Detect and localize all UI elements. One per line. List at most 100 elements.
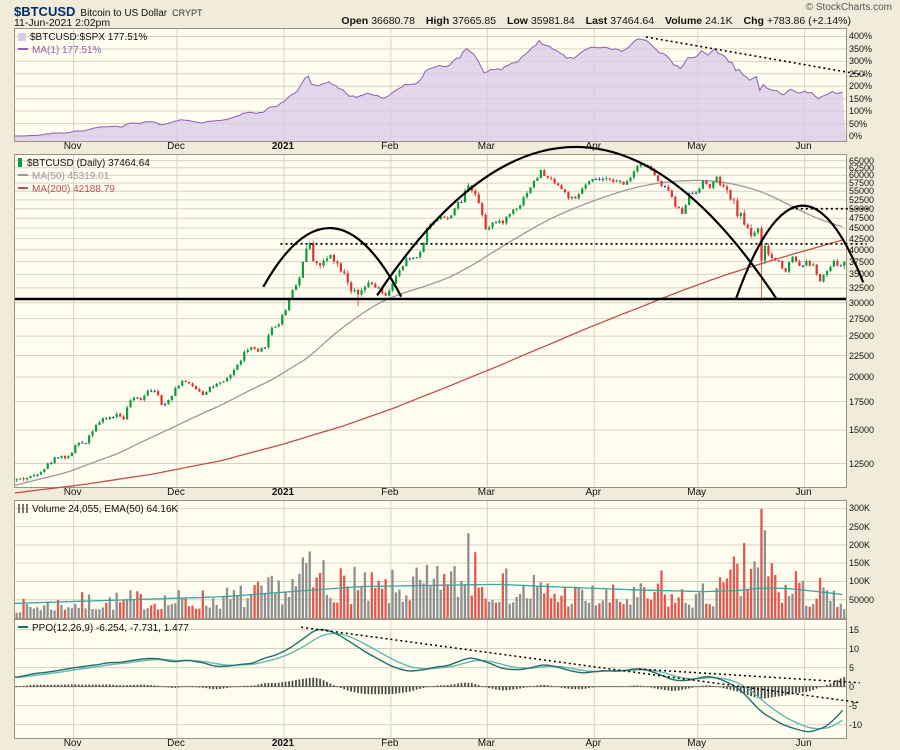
- y-axis-tick-label: 65000: [849, 155, 875, 166]
- y-axis-tick-label: 250%: [849, 68, 873, 79]
- ratio-legend-series: $BTCUSD:$SPX 177.51%: [30, 32, 148, 43]
- ppo-histogram-layer: [15, 677, 846, 699]
- y-axis-tick-label: 60000: [849, 170, 875, 181]
- x-axis-month-label: Feb: [381, 738, 399, 749]
- dome-arc: [262, 227, 403, 298]
- x-axis-month-label: Jun: [795, 487, 812, 498]
- x-axis-month-label: Nov: [63, 738, 82, 749]
- y-axis-tick-label: 50000: [849, 594, 875, 605]
- x-axis-month-label: Apr: [585, 487, 602, 498]
- chart-datetime: 11-Jun-2021 2:02pm: [14, 17, 111, 29]
- ppo-panel: [14, 619, 860, 739]
- area-swatch-icon: [18, 33, 26, 41]
- candlestick-icon: [18, 158, 22, 167]
- ppo-trendline: [301, 626, 860, 704]
- x-axis-month-label: Nov: [63, 487, 82, 498]
- y-axis-tick-label: 35000: [849, 269, 875, 280]
- ppo-line: [14, 628, 844, 733]
- symbol: $BTCUSD: [14, 4, 76, 19]
- volume-legend: Volume 24,055, EMA(50) 64.16K: [18, 503, 178, 516]
- x-axis-month-label: Feb: [381, 487, 399, 498]
- x-axis-month-label: May: [687, 141, 707, 152]
- y-axis-tick-label: 300K: [849, 503, 871, 514]
- y-axis-tick-label: 5: [849, 662, 855, 673]
- volume-panel: [14, 500, 847, 619]
- ppo-chart-canvas: [14, 620, 860, 738]
- copyright-link[interactable]: © StockCharts.com: [805, 2, 892, 13]
- y-axis-tick-label: 42500: [849, 233, 875, 244]
- chart-header: $BTCUSD Bitcoin to US Dollar CRYPT: [14, 3, 202, 21]
- y-axis-tick-label: 0: [849, 681, 855, 692]
- annotations-layer: [15, 146, 871, 301]
- quote-low-value: 35981.84: [530, 15, 575, 27]
- y-axis-tick-label: 50000: [849, 203, 875, 214]
- quote-high-value: 37665.85: [452, 15, 497, 27]
- ma1-line-icon: [18, 48, 28, 50]
- x-axis-month-label: Apr: [585, 738, 602, 749]
- quote-last-value: 37464.64: [610, 15, 655, 27]
- x-axis-month-label: Dec: [167, 738, 185, 749]
- dome-arc: [376, 146, 778, 301]
- quote-volume-label: Volume: [664, 15, 703, 27]
- quote-chg-value: +783.86 (+2.14%): [766, 15, 851, 27]
- y-axis-tick-label: 15: [849, 624, 860, 635]
- x-axis-month-label: Apr: [585, 141, 602, 152]
- x-axis-month-label: 2021: [271, 487, 295, 498]
- x-axis-month-label: Mar: [477, 141, 496, 152]
- volume-bars-icon: [18, 504, 28, 513]
- ppo-line-icon: [18, 626, 28, 628]
- ppo-legend: PPO(12,26,9) -6.254, -7.731, 1.477: [18, 622, 189, 635]
- price-legend: $BTCUSD (Daily) 37464.64 MA(50) 45319.01…: [18, 157, 150, 196]
- y-axis-tick-label: 150K: [849, 558, 871, 569]
- price-panel: [14, 146, 871, 494]
- y-axis-tick-label: 40000: [849, 244, 875, 255]
- price-legend-ma50: MA(50) 45319.01: [32, 171, 110, 182]
- y-axis-tick-label: 27500: [849, 313, 875, 324]
- ma200-line: [14, 239, 843, 494]
- y-axis-tick-label: 57500: [849, 178, 875, 189]
- dome-arc: [734, 204, 865, 300]
- y-axis-tick-label: 25000: [849, 331, 875, 342]
- x-axis-month-label: Dec: [167, 487, 185, 498]
- price-legend-ma200: MA(200) 42188.79: [32, 184, 115, 195]
- ma200-line-icon: [18, 187, 28, 189]
- volume-legend-text: Volume 24,055, EMA(50) 64.16K: [32, 504, 179, 515]
- y-axis-tick-label: 100K: [849, 576, 871, 587]
- x-axis-month-label: Mar: [477, 487, 496, 498]
- y-axis-tick-label: 350%: [849, 43, 873, 54]
- y-axis-tick-label: 22500: [849, 350, 875, 361]
- y-axis-tick-label: 250K: [849, 521, 871, 532]
- y-axis-tick-label: 300%: [849, 56, 873, 67]
- x-axis-month-label: Nov: [63, 141, 82, 152]
- volume-chart-canvas: [14, 501, 846, 618]
- y-axis-tick-label: 10: [849, 643, 860, 654]
- x-axis-month-label: Dec: [167, 141, 185, 152]
- x-axis-month-label: Mar: [477, 738, 496, 749]
- y-axis-tick-label: 17500: [849, 396, 875, 407]
- x-axis-month-label: Feb: [381, 141, 399, 152]
- quote-volume-value: 24.1K: [705, 15, 733, 27]
- exchange-tag: CRYPT: [172, 8, 203, 18]
- y-axis-tick-label: 200K: [849, 539, 871, 550]
- quote-open-value: 36680.78: [371, 15, 415, 27]
- y-axis-tick-label: 47500: [849, 213, 875, 224]
- ratio-line: [14, 38, 843, 137]
- x-axis-month-label: 2021: [271, 141, 295, 152]
- symbol-name: Bitcoin to US Dollar: [80, 8, 168, 19]
- y-axis-tick-label: 45000: [849, 223, 875, 234]
- y-axis-tick-label: 150%: [849, 93, 873, 104]
- ppo-legend-text: PPO(12,26,9) -6.254, -7.731, 1.477: [32, 623, 189, 634]
- ratio-legend: $BTCUSD:$SPX 177.51% MA(1) 177.51%: [18, 31, 147, 57]
- y-axis-tick-label: 200%: [849, 81, 873, 92]
- ppo-signal-line: [14, 632, 843, 730]
- y-axis-tick-label: 55000: [849, 186, 875, 197]
- y-axis-tick-label: 12500: [849, 458, 875, 469]
- ppo-trendline: [639, 668, 860, 684]
- quote-last-label: Last: [585, 15, 608, 27]
- quote-low-label: Low: [506, 15, 528, 27]
- y-axis-tick-label: 37500: [849, 256, 875, 267]
- ratio-panel: [14, 28, 867, 142]
- y-axis-tick-label: 0%: [849, 131, 863, 142]
- y-axis-tick-label: 62500: [849, 162, 875, 173]
